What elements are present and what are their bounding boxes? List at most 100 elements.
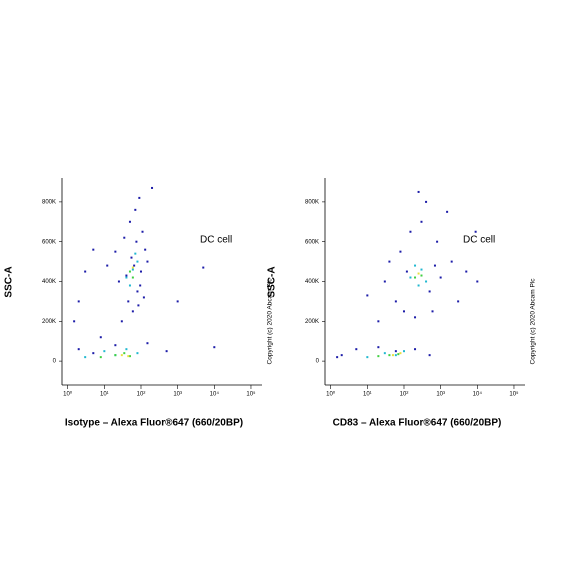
point xyxy=(420,220,423,223)
point xyxy=(431,310,434,313)
point xyxy=(402,310,405,313)
point xyxy=(103,350,106,353)
point xyxy=(120,354,123,357)
point xyxy=(84,356,87,359)
point xyxy=(425,200,428,203)
point xyxy=(402,350,405,353)
point xyxy=(77,348,80,351)
x-tick-label: 10⁵ xyxy=(246,391,256,398)
point xyxy=(417,190,420,193)
point xyxy=(135,240,138,243)
point xyxy=(130,256,133,259)
y-tick-label: 600K xyxy=(42,239,56,245)
point xyxy=(176,300,179,303)
point xyxy=(446,210,449,213)
point xyxy=(388,354,391,357)
point xyxy=(117,280,120,283)
point xyxy=(128,270,131,273)
point xyxy=(73,320,76,323)
point xyxy=(409,276,412,279)
point xyxy=(134,208,137,211)
point xyxy=(141,230,144,233)
point xyxy=(399,250,402,253)
point xyxy=(340,354,343,357)
point xyxy=(139,270,142,273)
point xyxy=(405,270,408,273)
annotation: DC cell xyxy=(200,235,232,246)
point xyxy=(425,280,428,283)
point xyxy=(377,346,380,349)
point xyxy=(77,300,80,303)
point xyxy=(420,268,423,271)
point xyxy=(436,240,439,243)
x-tick-label: 10³ xyxy=(173,392,182,398)
point xyxy=(125,276,128,279)
x-tick-label: 10⁴ xyxy=(473,391,483,398)
x-tick-label: 10² xyxy=(137,392,146,398)
point xyxy=(142,296,145,299)
point xyxy=(151,186,154,189)
point xyxy=(114,250,117,253)
x-axis-label: Isotype – Alexa Fluor®647 (660/20BP) xyxy=(65,418,243,429)
point xyxy=(213,346,216,349)
point xyxy=(133,264,136,267)
point xyxy=(420,274,423,277)
side-text: Copyright (c) 2020 Abcam Plc xyxy=(267,278,274,365)
y-tick-label: 600K xyxy=(305,239,319,245)
x-tick-label: 10³ xyxy=(436,392,445,398)
y-axis-label: SSC-A xyxy=(267,266,278,297)
point xyxy=(366,356,369,359)
point xyxy=(146,260,149,263)
point xyxy=(131,268,134,271)
point xyxy=(383,280,386,283)
y-tick-label: 0 xyxy=(316,359,320,365)
point xyxy=(409,230,412,233)
point xyxy=(128,284,131,287)
point xyxy=(394,354,397,357)
point xyxy=(125,348,128,351)
point xyxy=(428,354,431,357)
point xyxy=(474,230,477,233)
y-tick-label: 800K xyxy=(42,199,56,205)
point xyxy=(414,276,417,279)
point xyxy=(146,342,149,345)
y-axis-label: SSC-A xyxy=(4,266,15,297)
point xyxy=(397,353,400,356)
point xyxy=(99,336,102,339)
point xyxy=(377,320,380,323)
point xyxy=(134,252,137,255)
point xyxy=(414,348,417,351)
y-tick-label: 200K xyxy=(305,319,319,325)
point xyxy=(202,266,205,269)
y-tick-label: 400K xyxy=(305,279,319,285)
point xyxy=(433,264,436,267)
point xyxy=(128,355,131,358)
point xyxy=(428,290,431,293)
x-tick-label: 10⁰ xyxy=(63,391,73,398)
x-tick-label: 10¹ xyxy=(100,392,109,398)
point xyxy=(114,344,117,347)
point xyxy=(457,300,460,303)
point xyxy=(355,348,358,351)
y-tick-label: 0 xyxy=(53,359,57,365)
point xyxy=(123,236,126,239)
point xyxy=(388,260,391,263)
point xyxy=(131,266,134,269)
point xyxy=(114,354,117,357)
point xyxy=(92,248,95,251)
x-tick-label: 10⁴ xyxy=(210,391,220,398)
x-axis-label: CD83 – Alexa Fluor®647 (660/20BP) xyxy=(333,418,502,429)
point xyxy=(99,356,102,359)
point xyxy=(138,196,141,199)
point xyxy=(128,220,131,223)
point xyxy=(399,352,402,355)
point xyxy=(106,264,109,267)
y-tick-label: 200K xyxy=(42,319,56,325)
x-tick-label: 10⁵ xyxy=(509,391,519,398)
y-tick-label: 800K xyxy=(305,199,319,205)
point xyxy=(144,248,147,251)
x-tick-label: 10⁰ xyxy=(326,391,336,398)
point xyxy=(136,290,139,293)
point xyxy=(131,276,134,279)
